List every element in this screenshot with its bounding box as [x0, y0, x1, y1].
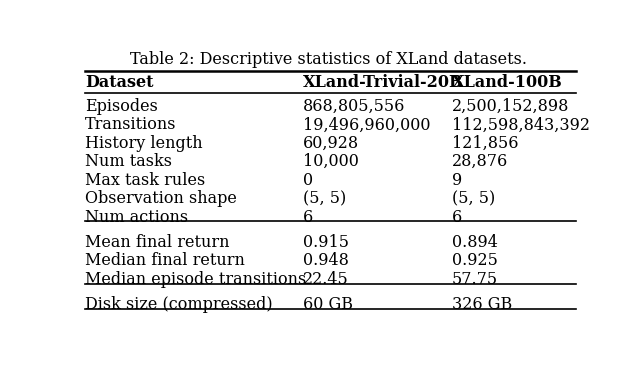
Text: 0: 0 [303, 171, 314, 189]
Text: 0.925: 0.925 [452, 252, 498, 269]
Text: 22.45: 22.45 [303, 271, 349, 288]
Text: Max task rules: Max task rules [85, 171, 205, 189]
Text: 57.75: 57.75 [452, 271, 498, 288]
Text: 0.915: 0.915 [303, 234, 349, 251]
Text: Episodes: Episodes [85, 98, 158, 115]
Text: Observation shape: Observation shape [85, 190, 237, 207]
Text: Median final return: Median final return [85, 252, 245, 269]
Text: Disk size (compressed): Disk size (compressed) [85, 296, 273, 313]
Text: 6: 6 [452, 209, 462, 226]
Text: Dataset: Dataset [85, 74, 154, 91]
Text: 868,805,556: 868,805,556 [303, 98, 406, 115]
Text: 2,500,152,898: 2,500,152,898 [452, 98, 570, 115]
Text: 0.948: 0.948 [303, 252, 349, 269]
Text: 10,000: 10,000 [303, 153, 359, 170]
Text: Num tasks: Num tasks [85, 153, 172, 170]
Text: Num actions: Num actions [85, 209, 188, 226]
Text: 60,928: 60,928 [303, 135, 359, 152]
Text: 9: 9 [452, 171, 462, 189]
Text: History length: History length [85, 135, 203, 152]
Text: 60 GB: 60 GB [303, 296, 353, 313]
Text: Median episode transitions: Median episode transitions [85, 271, 306, 288]
Text: 121,856: 121,856 [452, 135, 518, 152]
Text: 28,876: 28,876 [452, 153, 508, 170]
Text: Transitions: Transitions [85, 116, 177, 134]
Text: 19,496,960,000: 19,496,960,000 [303, 116, 431, 134]
Text: 0.894: 0.894 [452, 234, 498, 251]
Text: Table 2: Descriptive statistics of XLand datasets.: Table 2: Descriptive statistics of XLand… [129, 51, 527, 68]
Text: (5, 5): (5, 5) [452, 190, 495, 207]
Text: 6: 6 [303, 209, 314, 226]
Text: 326 GB: 326 GB [452, 296, 512, 313]
Text: XLand-Trivial-20B: XLand-Trivial-20B [303, 74, 464, 91]
Text: Mean final return: Mean final return [85, 234, 230, 251]
Text: XLand-100B: XLand-100B [452, 74, 563, 91]
Text: 112,598,843,392: 112,598,843,392 [452, 116, 590, 134]
Text: (5, 5): (5, 5) [303, 190, 346, 207]
